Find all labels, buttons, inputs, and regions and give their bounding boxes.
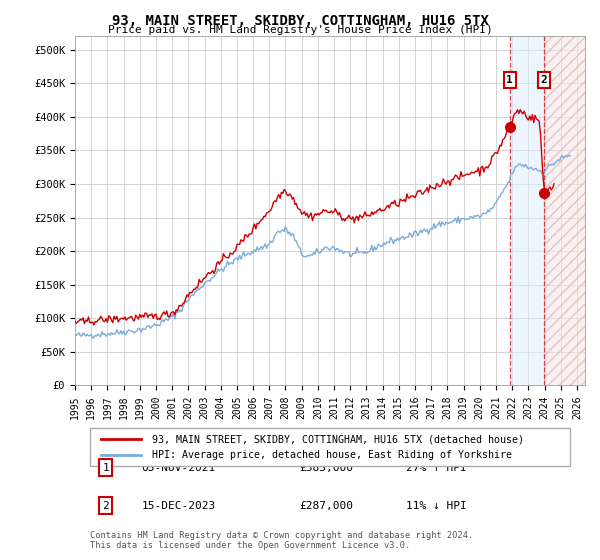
Text: 93, MAIN STREET, SKIDBY, COTTINGHAM, HU16 5TX (detached house): 93, MAIN STREET, SKIDBY, COTTINGHAM, HU1… <box>151 435 523 445</box>
Text: Contains HM Land Registry data © Crown copyright and database right 2024.
This d: Contains HM Land Registry data © Crown c… <box>90 531 473 550</box>
Bar <box>544 36 585 385</box>
Text: 15-DEC-2023: 15-DEC-2023 <box>142 501 215 511</box>
Text: HPI: Average price, detached house, East Riding of Yorkshire: HPI: Average price, detached house, East… <box>151 450 511 460</box>
Bar <box>544 36 585 385</box>
Text: £385,000: £385,000 <box>299 463 353 473</box>
Text: 1: 1 <box>506 75 513 85</box>
FancyBboxPatch shape <box>90 428 570 466</box>
Bar <box>510 36 544 385</box>
Text: 1: 1 <box>102 463 109 473</box>
Text: 27% ↑ HPI: 27% ↑ HPI <box>407 463 467 473</box>
Text: 93, MAIN STREET, SKIDBY, COTTINGHAM, HU16 5TX: 93, MAIN STREET, SKIDBY, COTTINGHAM, HU1… <box>112 14 488 28</box>
Text: 2: 2 <box>102 501 109 511</box>
Text: 2: 2 <box>541 75 547 85</box>
Text: 05-NOV-2021: 05-NOV-2021 <box>142 463 215 473</box>
Text: £287,000: £287,000 <box>299 501 353 511</box>
Text: 11% ↓ HPI: 11% ↓ HPI <box>407 501 467 511</box>
Text: Price paid vs. HM Land Registry's House Price Index (HPI): Price paid vs. HM Land Registry's House … <box>107 25 493 35</box>
